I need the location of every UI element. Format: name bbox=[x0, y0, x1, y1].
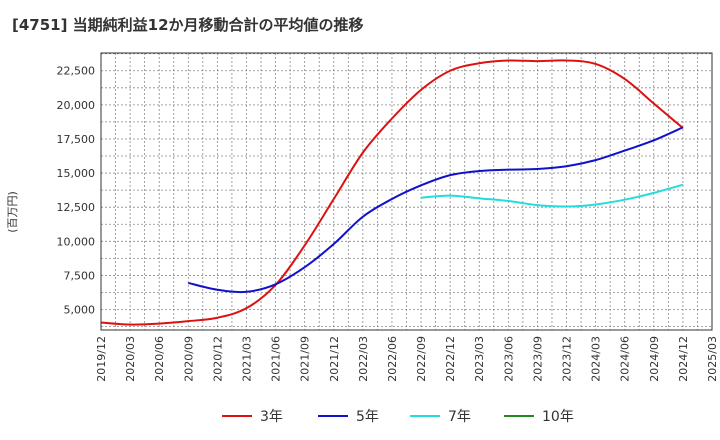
x-tick-label: 2022/03 bbox=[357, 336, 370, 382]
x-tick-label: 2021/09 bbox=[299, 336, 312, 382]
series-line bbox=[188, 126, 684, 294]
y-tick-label: 20,000 bbox=[57, 99, 96, 112]
y-tick-label: 7,500 bbox=[64, 269, 96, 282]
legend-label: 3年 bbox=[260, 409, 283, 425]
x-tick-label: 2023/12 bbox=[561, 336, 574, 382]
series-line bbox=[420, 183, 684, 208]
x-tick-label: 2019/12 bbox=[95, 336, 108, 382]
x-tick-label: 2024/09 bbox=[648, 336, 661, 382]
x-tick-label: 2023/06 bbox=[502, 336, 515, 382]
x-tick-label: 2020/09 bbox=[182, 336, 195, 382]
grid-lines bbox=[100, 53, 713, 330]
plot-border bbox=[100, 52, 713, 331]
line-chart: 5,000 7,500 10,000 12,500 15,000 17,500 20,000… bbox=[57, 52, 719, 382]
legend-label: 5年 bbox=[356, 409, 379, 425]
x-tick-label: 2022/12 bbox=[444, 336, 457, 382]
x-tick-label: 2020/03 bbox=[124, 336, 137, 382]
legend: 3年 5年 7年 10年 bbox=[0, 404, 720, 428]
legend-swatch bbox=[410, 415, 440, 417]
x-tick-label: 2024/12 bbox=[677, 336, 690, 382]
legend-swatch bbox=[504, 415, 534, 417]
legend-label: 10年 bbox=[542, 409, 574, 425]
legend-label: 7年 bbox=[448, 409, 471, 425]
legend-item: 7年 bbox=[410, 404, 471, 428]
x-tick-label: 2021/03 bbox=[240, 336, 253, 382]
series-lines bbox=[100, 59, 684, 326]
y-tick-label: 10,000 bbox=[57, 235, 96, 248]
y-axis-ticks: 5,000 7,500 10,000 12,500 15,000 17,500 20,000… bbox=[57, 65, 96, 317]
x-tick-label: 2022/09 bbox=[415, 336, 428, 382]
x-tick-label: 2020/06 bbox=[153, 336, 166, 382]
series-line bbox=[100, 59, 684, 326]
x-tick-label: 2020/12 bbox=[211, 336, 224, 382]
y-tick-label: 17,500 bbox=[57, 133, 96, 146]
x-tick-label: 2021/06 bbox=[270, 336, 283, 382]
legend-item: 5年 bbox=[318, 404, 379, 428]
legend-swatch bbox=[222, 415, 252, 417]
y-tick-label: 15,000 bbox=[57, 167, 96, 180]
x-tick-label: 2022/06 bbox=[386, 336, 399, 382]
y-tick-label: 12,500 bbox=[57, 201, 96, 214]
x-axis-ticks: 2019/12 2020/03 2020/06 2020/09 2020/12 2021/… bbox=[95, 336, 719, 382]
legend-swatch bbox=[318, 415, 348, 417]
x-tick-label: 2021/12 bbox=[328, 336, 341, 382]
y-tick-label: 22,500 bbox=[57, 65, 96, 78]
legend-item: 10年 bbox=[504, 404, 574, 428]
chart-title: [4751] 当期純利益12か月移動合計の平均値の推移 bbox=[12, 16, 364, 34]
legend-item: 3年 bbox=[222, 404, 283, 428]
x-tick-label: 2023/03 bbox=[473, 336, 486, 382]
x-tick-label: 2023/09 bbox=[531, 336, 544, 382]
y-tick-label: 5,000 bbox=[64, 304, 96, 317]
x-tick-label: 2024/03 bbox=[590, 336, 603, 382]
x-tick-label: 2024/06 bbox=[619, 336, 632, 382]
x-tick-label: 2025/03 bbox=[706, 336, 719, 382]
